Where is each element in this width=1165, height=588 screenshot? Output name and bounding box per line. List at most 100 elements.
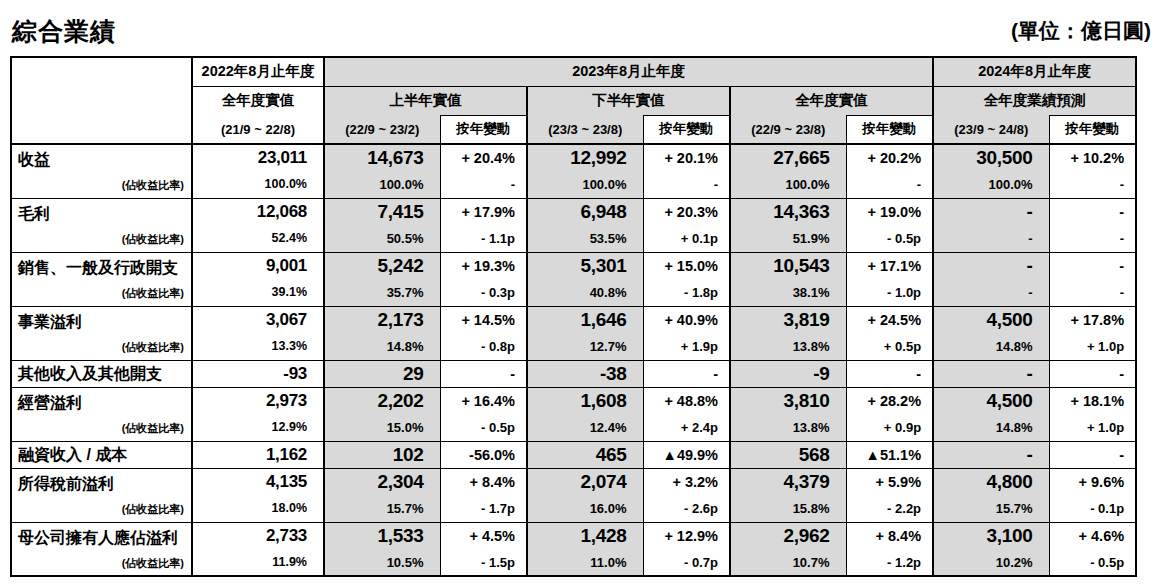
cell-h2-yoy: ▲49.9% (643, 441, 730, 468)
ratio-label: (佔收益比率) (18, 228, 191, 250)
cell-fy2023-ratio: 13.8% (730, 414, 846, 441)
cell-h1-yoyp: - (440, 171, 527, 198)
cell-h1-ratio: 14.8% (324, 333, 440, 360)
cell-h1-yoy: + 19.3% (440, 252, 527, 279)
cell-fy2022-ratio: 100.0% (192, 171, 324, 198)
cell-fy2023-ratio: 10.7% (730, 549, 846, 576)
row-business-profit: 事業溢利 (佔收益比率) 3,067 2,173 + 14.5% 1,646 +… (11, 306, 1136, 360)
cell-fy2023-value: -9 (730, 360, 846, 387)
cell-h1-yoy: + 16.4% (440, 387, 527, 414)
cell-h2-ratio: 53.5% (527, 225, 643, 252)
cell-fy2024-yoyp: + 1.0p (1049, 414, 1136, 441)
cell-fy2024-ratio: 14.8% (933, 414, 1049, 441)
cell-h2-yoy: + 20.1% (643, 144, 730, 171)
cell-fy2024-value: 30,500 (933, 144, 1049, 171)
cell-fy2024-yoyp: - 0.5p (1049, 549, 1136, 576)
cell-fy2023-yoy: + 17.1% (846, 252, 933, 279)
cell-fy2024-value: - (933, 252, 1049, 279)
header-fy2024-sub: 全年度業績預測 (933, 86, 1136, 115)
cell-fy2023-yoy: ▲51.1% (846, 441, 933, 468)
cell-fy2023-ratio: 15.8% (730, 495, 846, 522)
cell-fy2023-yoyp: - 0.5p (846, 225, 933, 252)
cell-h1-value: 14,673 (324, 144, 440, 171)
cell-h2-value: 2,074 (527, 468, 643, 495)
cell-fy2023-value: 568 (730, 441, 846, 468)
header-corner-blank (11, 57, 192, 144)
cell-h1-yoy: -56.0% (440, 441, 527, 468)
cell-fy2024-value: 3,100 (933, 522, 1049, 549)
page-title: 綜合業績 (12, 16, 116, 46)
cell-fy2024-yoyp: + 1.0p (1049, 333, 1136, 360)
cell-fy2022-value: 2,733 (192, 522, 324, 549)
cell-h2-value: 12,992 (527, 144, 643, 171)
cell-h2-yoy: + 48.8% (643, 387, 730, 414)
cell-fy2024-yoy: - (1049, 252, 1136, 279)
cell-h1-value: 29 (324, 360, 440, 387)
row-label: 所得稅前溢利 (18, 469, 191, 498)
cell-h1-yoyp: - 1.7p (440, 495, 527, 522)
cell-fy2024-ratio: 100.0% (933, 171, 1049, 198)
header-fy2023-period: (22/9 ~ 23/8) (730, 115, 846, 144)
cell-fy2022-ratio: 52.4% (192, 225, 324, 252)
cell-fy2023-ratio: 38.1% (730, 279, 846, 306)
cell-h2-value: 5,301 (527, 252, 643, 279)
cell-fy2024-yoyp: - (1049, 279, 1136, 306)
cell-h2-yoyp: + 0.1p (643, 225, 730, 252)
cell-h1-yoyp: - 0.8p (440, 333, 527, 360)
cell-fy2023-ratio: 51.9% (730, 225, 846, 252)
cell-h1-yoy: - (440, 360, 527, 387)
cell-fy2022-value: 12,068 (192, 198, 324, 225)
row-label: 經營溢利 (18, 388, 191, 417)
header-h1-sub: 上半年實值 (324, 86, 527, 115)
cell-h2-ratio: 100.0% (527, 171, 643, 198)
row-label-cell: 銷售、一般及行政開支 (佔收益比率) (11, 252, 192, 306)
row-gross-profit: 毛利 (佔收益比率) 12,068 7,415 + 17.9% 6,948 + … (11, 198, 1136, 252)
cell-fy2022-ratio: 11.9% (192, 549, 324, 576)
cell-fy2024-yoyp: - 0.1p (1049, 495, 1136, 522)
cell-h1-ratio: 35.7% (324, 279, 440, 306)
cell-h1-yoyp: - 0.3p (440, 279, 527, 306)
header-fy2023-yoy: 按年變動 (846, 115, 933, 144)
cell-h1-yoy: + 17.9% (440, 198, 527, 225)
cell-fy2022-value: 4,135 (192, 468, 324, 495)
cell-fy2023-value: 14,363 (730, 198, 846, 225)
cell-h2-ratio: 40.8% (527, 279, 643, 306)
row-label: 母公司擁有人應佔溢利 (18, 523, 191, 552)
cell-h2-ratio: 12.7% (527, 333, 643, 360)
cell-fy2024-yoy: - (1049, 441, 1136, 468)
cell-fy2023-yoy: + 20.2% (846, 144, 933, 171)
cell-fy2024-value: 4,500 (933, 306, 1049, 333)
row-label-cell: 融資收入 / 成本 (11, 441, 192, 468)
cell-fy2024-yoy: + 10.2% (1049, 144, 1136, 171)
row-label-cell: 母公司擁有人應佔溢利 (佔收益比率) (11, 522, 192, 576)
row-other-income-expenses: 其他收入及其他開支 -93 29 - -38 - -9 - - - (11, 360, 1136, 387)
ratio-label: (佔收益比率) (18, 336, 191, 358)
table-header: 2022年8月止年度 2023年8月止年度 2024年8月止年度 全年度實值 上… (11, 57, 1136, 144)
cell-h2-yoy: + 12.9% (643, 522, 730, 549)
cell-h2-yoy: + 3.2% (643, 468, 730, 495)
cell-fy2023-yoyp: - 1.2p (846, 549, 933, 576)
cell-h1-ratio: 100.0% (324, 171, 440, 198)
cell-h1-value: 2,304 (324, 468, 440, 495)
cell-fy2023-yoy: + 5.9% (846, 468, 933, 495)
cell-fy2023-yoyp: + 0.5p (846, 333, 933, 360)
cell-fy2022-value: 9,001 (192, 252, 324, 279)
cell-fy2022-ratio: 39.1% (192, 279, 324, 306)
cell-fy2022-value: 23,011 (192, 144, 324, 171)
ratio-label: (佔收益比率) (18, 552, 191, 574)
cell-fy2024-yoy: - (1049, 198, 1136, 225)
row-label: 收益 (18, 145, 191, 174)
cell-fy2023-yoy: + 28.2% (846, 387, 933, 414)
cell-h2-ratio: 16.0% (527, 495, 643, 522)
cell-h1-yoy: + 20.4% (440, 144, 527, 171)
cell-fy2023-ratio: 13.8% (730, 333, 846, 360)
cell-h2-value: 6,948 (527, 198, 643, 225)
cell-fy2023-yoy: + 24.5% (846, 306, 933, 333)
cell-fy2022-value: -93 (192, 360, 324, 387)
cell-fy2023-yoy: + 8.4% (846, 522, 933, 549)
ratio-label: (佔收益比率) (18, 282, 191, 304)
header-fy2022-sub: 全年度實值 (192, 86, 324, 115)
cell-fy2022-value: 2,973 (192, 387, 324, 414)
ratio-label: (佔收益比率) (18, 498, 191, 520)
cell-h1-value: 2,173 (324, 306, 440, 333)
